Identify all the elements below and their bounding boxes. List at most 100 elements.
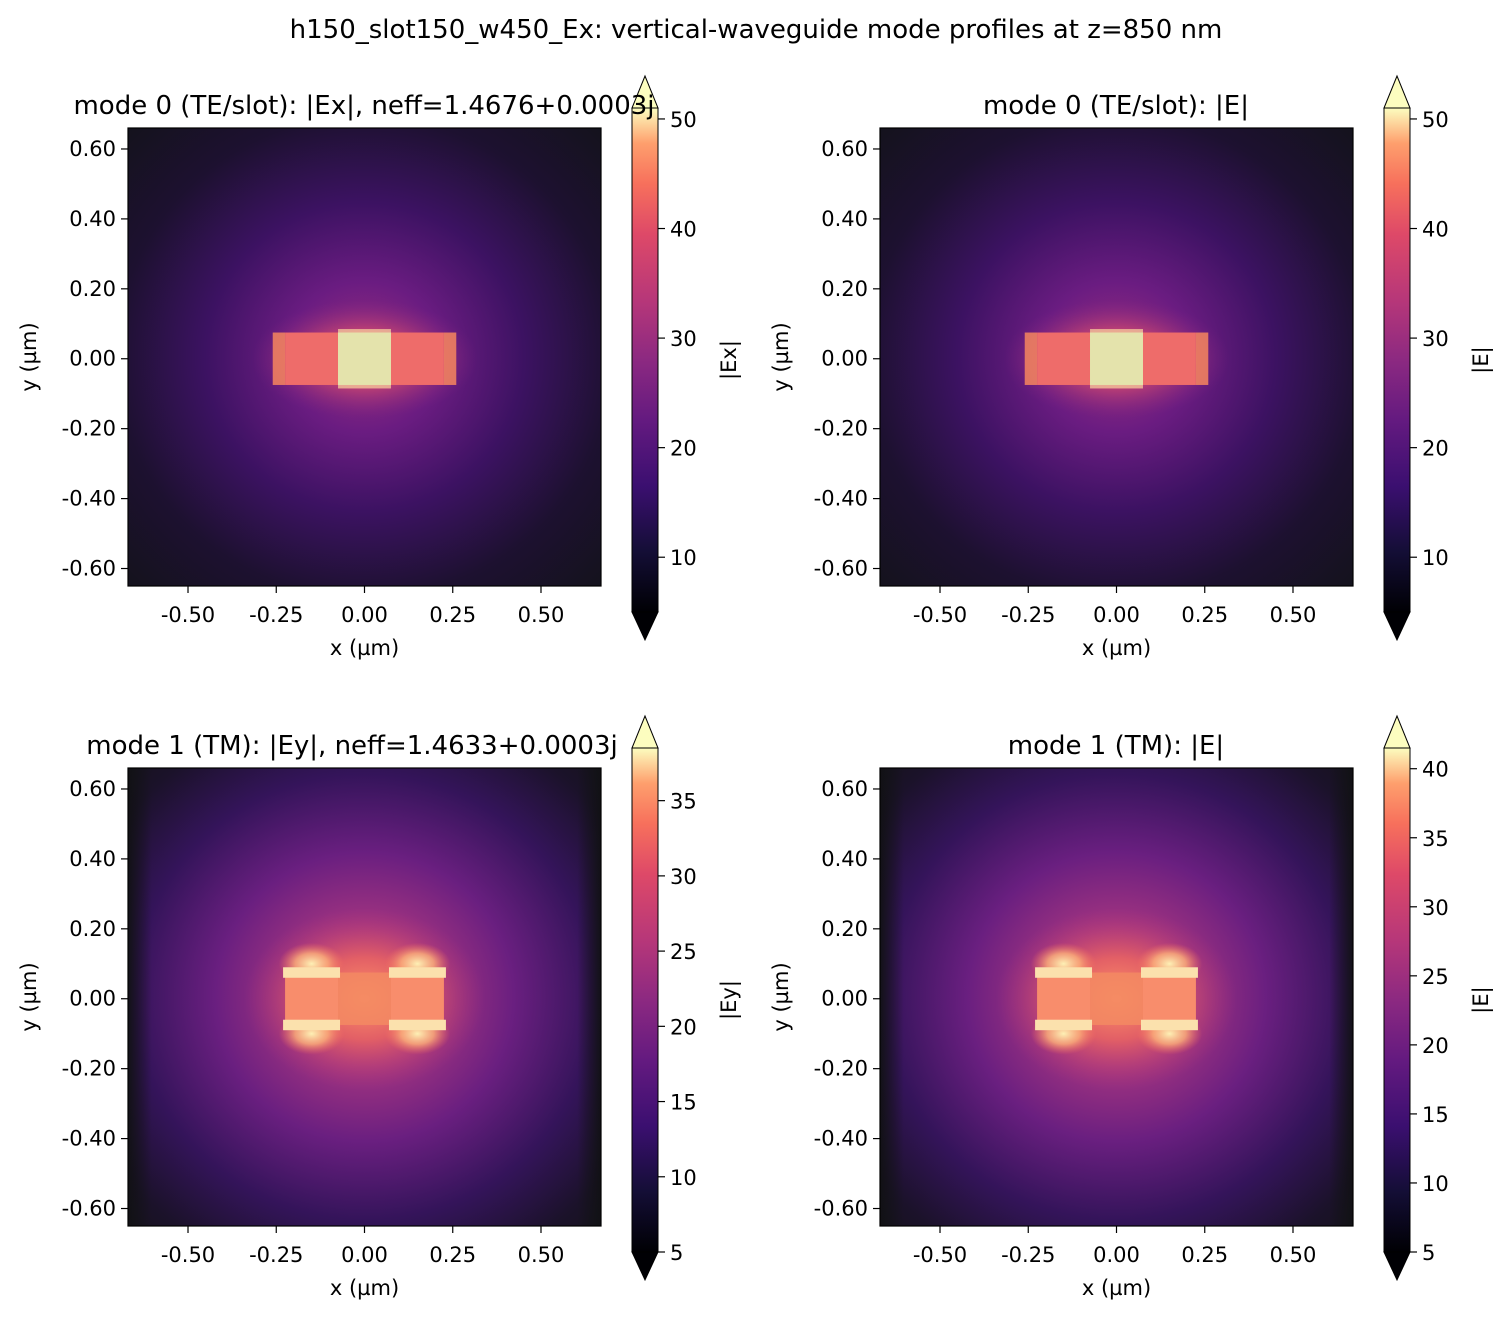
y-tick-label: 0.60 [821,777,868,801]
colorbar-tick-label: 20 [670,1015,697,1039]
edge-fringe-right [443,332,457,385]
colorbar-tick-label: 40 [1422,758,1449,782]
rail-right [1142,332,1196,385]
colorbar-label: |Ex| [717,340,742,380]
subplot-title: mode 1 (TM): |Ey|, neff=1.4633+0.0003j [86,731,617,761]
colorbar-tick-label: 10 [1422,546,1449,570]
colorbar-scale [631,747,659,1253]
colorbar-scale [1383,107,1411,613]
x-tick-label: -0.25 [249,1243,303,1267]
colorbar-extend-min [631,611,659,642]
colorbar-tick-label: 10 [670,1166,697,1190]
field-map [128,768,601,1226]
y-tick-label: -0.60 [62,1197,116,1221]
colorbar-label: |Ey| [717,980,742,1020]
x-tick-label: 0.25 [1181,603,1228,627]
x-tick-label: 0.25 [429,1243,476,1267]
edge-fringe-left [272,332,286,385]
subplot-2: -0.50 -0.25 0.00 0.25 0.50 0.60 0.40 0.20 0.00 -0… [17,714,742,1300]
y-tick-label: -0.20 [62,417,116,441]
colorbar-tick-label: 15 [670,1091,697,1115]
colorbar-tick-label: 30 [670,327,697,351]
field-map [880,768,1353,1226]
y-tick-label: 0.20 [821,917,868,941]
subplot-title: mode 1 (TM): |E| [1008,731,1224,761]
y-axis-label: y (µm) [769,322,793,391]
field-map [128,128,601,586]
colorbar-tick-label: 20 [670,437,697,461]
colorbar-extend-min [1383,1251,1411,1282]
subplot-grid: -0.50 -0.25 0.00 0.25 0.50 0.60 0.40 0.20 0.00 -0… [17,74,1494,1300]
y-tick-label: -0.40 [62,1127,116,1151]
x-tick-label: -0.50 [913,603,967,627]
y-tick-label: -0.20 [814,417,868,441]
y-tick-label: 0.20 [821,277,868,301]
x-tick-label: -0.25 [1001,603,1055,627]
x-tick-label: 0.50 [518,603,565,627]
colorbar-label: |E| [1469,346,1494,373]
y-tick-label: 0.20 [69,917,116,941]
colorbar-tick-label: 35 [670,790,697,814]
y-tick-label: 0.40 [69,207,116,231]
y-tick-label: 0.40 [821,207,868,231]
x-tick-label: 0.50 [1270,603,1317,627]
slot-field [338,332,391,385]
y-tick-label: 0.00 [69,987,116,1011]
x-tick-label: -0.50 [913,1243,967,1267]
y-tick-label: -0.60 [62,557,116,581]
colorbar-tick-label: 20 [1422,1034,1449,1058]
pml-edges [880,768,1353,1226]
x-tick-label: 0.25 [429,603,476,627]
colorbar-tick-label: 25 [1422,965,1449,989]
pml-edges [128,768,601,1226]
colorbar-tick-label: 25 [670,940,697,964]
field-map [880,128,1353,586]
colorbar-extend-max [1383,74,1411,109]
colorbar-tick-label: 5 [1422,1241,1435,1265]
x-axis-label: x (µm) [1082,636,1151,660]
y-tick-label: -0.20 [814,1057,868,1081]
x-tick-label: 0.00 [341,1243,388,1267]
slot-field [1090,332,1143,385]
colorbar: 5 10 15 20 25 30 35 40 |E| [1383,714,1494,1282]
y-tick-label: -0.60 [814,1197,868,1221]
x-axis-label: x (µm) [330,1276,399,1300]
edge-fringe-left [1024,332,1038,385]
colorbar-tick-label: 30 [1422,896,1449,920]
x-tick-label: -0.25 [249,603,303,627]
x-tick-label: -0.50 [161,1243,215,1267]
colorbar-tick-label: 5 [670,1241,683,1265]
colorbar-tick-label: 20 [1422,437,1449,461]
rail-left [1037,332,1091,385]
colorbar-scale [1383,747,1411,1253]
subplot-title: mode 0 (TE/slot): |Ex|, neff=1.4676+0.00… [73,91,654,121]
y-tick-label: -0.40 [62,487,116,511]
y-tick-label: 0.40 [69,847,116,871]
subplot-3: -0.50 -0.25 0.00 0.25 0.50 0.60 0.40 0.20 0.00 -0… [769,714,1494,1300]
x-tick-label: 0.00 [1093,603,1140,627]
rail-right [390,332,444,385]
colorbar-extend-max [631,714,659,749]
colorbar-tick-label: 10 [1422,1172,1449,1196]
x-tick-label: 0.00 [341,603,388,627]
colorbar: 10 20 30 40 50 |E| [1383,74,1494,642]
y-tick-label: -0.20 [62,1057,116,1081]
colorbar-tick-label: 10 [670,546,697,570]
x-tick-label: -0.25 [1001,1243,1055,1267]
y-tick-label: 0.60 [821,137,868,161]
colorbar-tick-label: 30 [1422,327,1449,351]
y-tick-label: 0.60 [69,137,116,161]
y-tick-label: 0.60 [69,777,116,801]
colorbar-label: |E| [1469,986,1494,1013]
colorbar-tick-label: 40 [670,218,697,242]
colorbar-extend-min [631,1251,659,1282]
y-axis-label: y (µm) [17,962,41,1031]
colorbar-tick-label: 15 [1422,1103,1449,1127]
y-tick-label: -0.40 [814,487,868,511]
x-axis-label: x (µm) [1082,1276,1151,1300]
x-tick-label: 0.00 [1093,1243,1140,1267]
rail-left [285,332,339,385]
y-tick-label: 0.40 [821,847,868,871]
figure-title: h150_slot150_w450_Ex: vertical-waveguide… [290,15,1223,45]
